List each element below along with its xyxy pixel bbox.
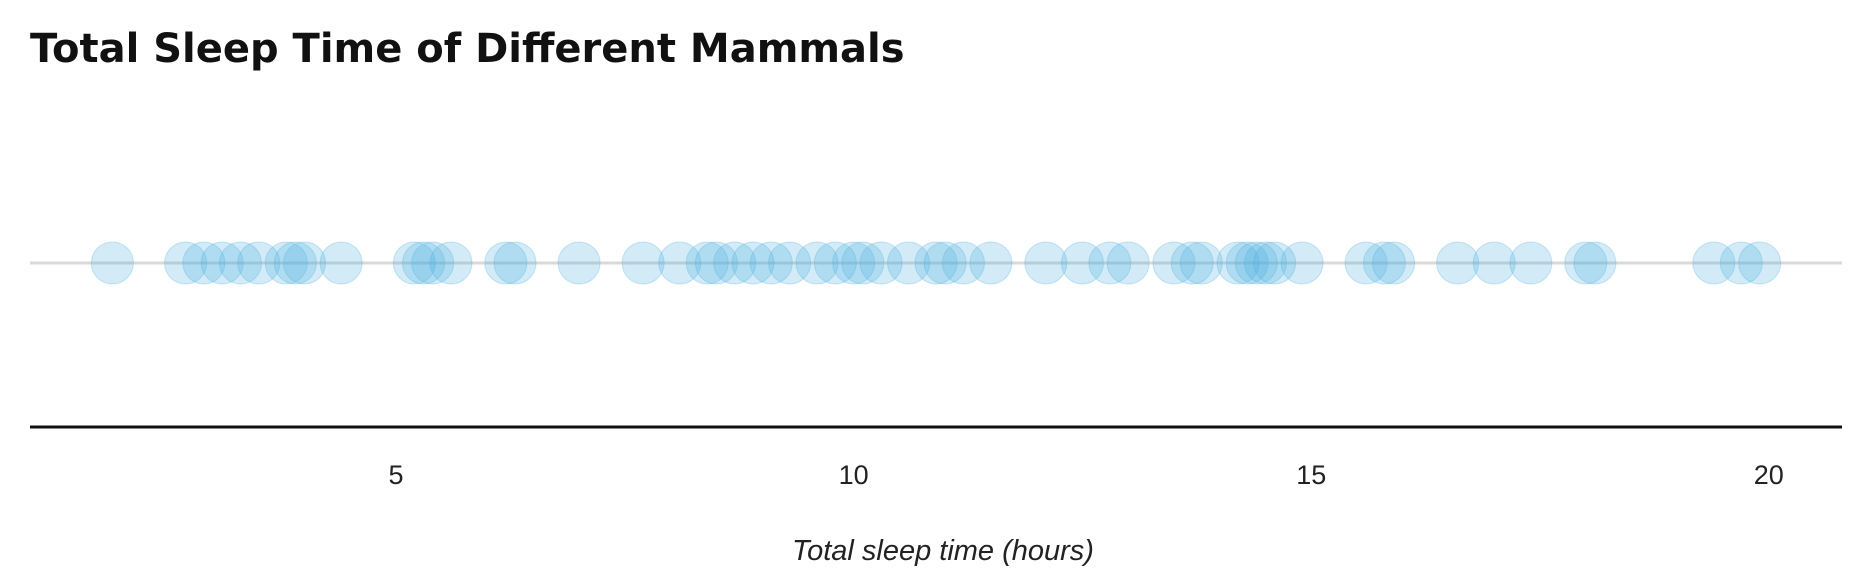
data-point <box>941 241 985 285</box>
x-axis-ticks: 5 10 15 20 <box>389 460 1784 490</box>
data-point <box>1106 241 1150 285</box>
data-point <box>1573 241 1617 285</box>
data-point <box>1372 241 1416 285</box>
data-point <box>832 241 876 285</box>
x-axis-label: Total sleep time (hours) <box>792 535 1094 567</box>
data-point <box>685 241 729 285</box>
data-point <box>859 241 903 285</box>
data-point <box>484 241 528 285</box>
data-point <box>1692 241 1736 285</box>
data-points <box>90 241 1782 285</box>
chart-title: Total Sleep Time of Different Mammals <box>30 26 905 72</box>
data-point <box>621 241 665 285</box>
data-point <box>768 241 812 285</box>
data-point <box>731 241 775 285</box>
data-point <box>411 241 455 285</box>
data-point <box>1170 241 1214 285</box>
data-point <box>713 241 757 285</box>
data-point <box>164 241 208 285</box>
data-point <box>1243 241 1287 285</box>
data-point <box>1253 241 1297 285</box>
data-point <box>1436 241 1480 285</box>
data-point <box>914 241 958 285</box>
data-point <box>218 241 262 285</box>
data-point <box>182 241 226 285</box>
data-point <box>90 241 134 285</box>
data-point <box>749 241 793 285</box>
data-point <box>283 241 327 285</box>
data-point <box>557 241 601 285</box>
data-point <box>1738 241 1782 285</box>
data-point <box>1179 241 1223 285</box>
data-point <box>200 241 244 285</box>
data-point <box>1216 241 1260 285</box>
data-point <box>1344 241 1388 285</box>
data-point <box>694 241 738 285</box>
data-point <box>1024 241 1068 285</box>
data-point <box>1225 241 1269 285</box>
data-point <box>923 241 967 285</box>
x-tick-label: 5 <box>389 460 404 490</box>
data-point <box>841 241 885 285</box>
data-point <box>264 241 308 285</box>
data-point <box>1234 241 1278 285</box>
data-point <box>969 241 1013 285</box>
data-point <box>1509 241 1553 285</box>
data-point <box>1719 241 1763 285</box>
data-point <box>1088 241 1132 285</box>
x-tick-label: 10 <box>839 460 869 490</box>
data-point <box>1472 241 1516 285</box>
data-point <box>273 241 317 285</box>
data-point <box>1280 241 1324 285</box>
data-point <box>429 241 473 285</box>
data-point <box>493 241 537 285</box>
data-point <box>237 241 281 285</box>
data-point <box>1060 241 1104 285</box>
x-tick-label: 15 <box>1296 460 1326 490</box>
data-point <box>658 241 702 285</box>
data-point <box>1564 241 1608 285</box>
x-tick-label: 20 <box>1754 460 1784 490</box>
data-point <box>887 241 931 285</box>
data-point <box>1152 241 1196 285</box>
data-point <box>402 241 446 285</box>
data-point <box>1362 241 1406 285</box>
data-point <box>795 241 839 285</box>
data-point <box>392 241 436 285</box>
data-point <box>319 241 363 285</box>
data-point <box>813 241 857 285</box>
